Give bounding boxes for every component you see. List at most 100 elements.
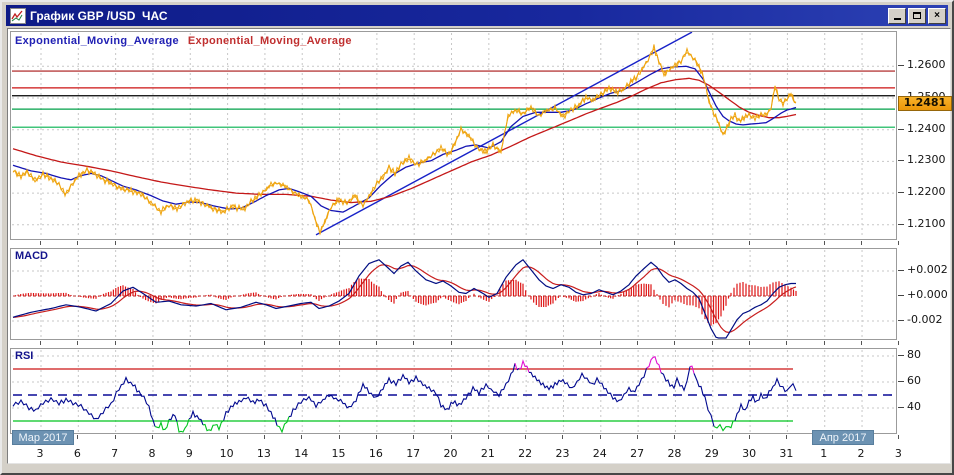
date-tick — [637, 241, 639, 245]
date-tick — [786, 241, 788, 245]
date-tick-label: 31 — [779, 447, 794, 460]
date-tick-label: 9 — [185, 447, 193, 460]
axis-tick — [898, 355, 904, 356]
date-tick — [151, 241, 153, 245]
date-tick-label: 17 — [406, 447, 421, 460]
date-tick — [114, 241, 116, 245]
date-tick — [525, 435, 527, 439]
date-tick — [599, 341, 601, 345]
date-tick — [599, 435, 601, 439]
date-tick — [674, 341, 676, 345]
rsi-panel[interactable] — [10, 348, 897, 434]
date-tick — [525, 341, 527, 345]
date-tick — [898, 341, 900, 345]
legend-ema-red: Exponential_Moving_Average — [187, 35, 352, 47]
date-tick-label: 30 — [742, 447, 757, 460]
axis-tick — [898, 160, 904, 161]
macd-tick-label: -0.002 — [907, 313, 943, 326]
macd-panel[interactable] — [10, 248, 897, 340]
date-tick — [786, 435, 788, 439]
date-tick — [77, 341, 79, 345]
date-tick-label: 21 — [480, 447, 495, 460]
close-button[interactable]: × — [928, 7, 946, 24]
maximize-icon — [913, 12, 921, 19]
date-tick-label: 2 — [857, 447, 865, 460]
date-tick — [749, 435, 751, 439]
rsi-tick-label: 80 — [907, 348, 921, 361]
date-tick — [562, 341, 564, 345]
date-tick — [898, 241, 900, 245]
macd-tick-label: +0.000 — [907, 288, 948, 301]
date-tick — [749, 241, 751, 245]
maximize-button[interactable] — [908, 7, 926, 24]
date-tick-label: 3 — [36, 447, 44, 460]
date-tick — [674, 435, 676, 439]
window-title: График GBP /USD ЧАС — [30, 8, 168, 23]
date-tick — [189, 341, 191, 345]
rsi-tick-label: 40 — [907, 400, 921, 413]
title-bar[interactable]: График GBP /USD ЧАС × — [6, 5, 948, 26]
date-tick — [562, 241, 564, 245]
date-tick — [711, 241, 713, 245]
date-tick-label: 7 — [111, 447, 119, 460]
rsi-tick-label: 60 — [907, 374, 921, 387]
axis-tick — [898, 224, 904, 225]
chart-icon — [10, 7, 26, 24]
date-tick-label: 3 — [894, 447, 902, 460]
date-tick-label: 13 — [256, 447, 271, 460]
date-tick — [226, 241, 228, 245]
date-tick — [562, 435, 564, 439]
date-tick-label: 8 — [148, 447, 156, 460]
date-tick — [711, 435, 713, 439]
date-tick — [749, 341, 751, 345]
date-tick — [823, 241, 825, 245]
date-tick — [861, 241, 863, 245]
date-tick-label: 14 — [294, 447, 309, 460]
date-tick — [77, 435, 79, 439]
axis-tick — [898, 295, 904, 296]
rsi-label: RSI — [15, 350, 34, 362]
date-tick-label: 24 — [592, 447, 607, 460]
date-tick — [637, 435, 639, 439]
price-tick-label: 1.2100 — [907, 217, 946, 230]
date-tick — [338, 241, 340, 245]
date-tick — [301, 241, 303, 245]
date-tick — [711, 341, 713, 345]
price-tick-label: 1.2600 — [907, 58, 946, 71]
date-tick — [189, 241, 191, 245]
minimize-button[interactable] — [888, 7, 906, 24]
month-badge-april: Апр 2017 — [812, 430, 874, 445]
date-tick — [487, 435, 489, 439]
date-tick — [263, 435, 265, 439]
date-tick — [375, 435, 377, 439]
date-tick — [413, 241, 415, 245]
date-tick — [823, 341, 825, 345]
date-tick-label: 16 — [368, 447, 383, 460]
macd-label: MACD — [15, 250, 48, 262]
date-tick — [413, 341, 415, 345]
price-tick-label: 1.2400 — [907, 122, 946, 135]
axis-tick — [898, 129, 904, 130]
rsi-canvas[interactable] — [11, 349, 896, 433]
price-chart-canvas[interactable] — [11, 32, 896, 239]
date-tick — [40, 241, 41, 245]
date-tick — [487, 341, 489, 345]
date-tick — [151, 341, 153, 345]
date-tick — [40, 341, 41, 345]
date-tick-label: 15 — [331, 447, 346, 460]
axis-tick — [898, 270, 904, 271]
date-tick-label: 23 — [555, 447, 570, 460]
date-tick — [525, 241, 527, 245]
date-tick — [338, 341, 340, 345]
date-tick — [450, 435, 452, 439]
macd-tick-label: +0.002 — [907, 263, 948, 276]
price-chart-panel[interactable] — [10, 31, 897, 240]
legend-ema-blue: Exponential_Moving_Average — [15, 35, 179, 47]
date-tick — [450, 241, 452, 245]
axis-tick — [898, 381, 904, 382]
date-tick-label: 20 — [443, 447, 458, 460]
date-tick — [151, 435, 153, 439]
macd-canvas[interactable] — [11, 249, 896, 339]
axis-tick — [898, 320, 904, 321]
